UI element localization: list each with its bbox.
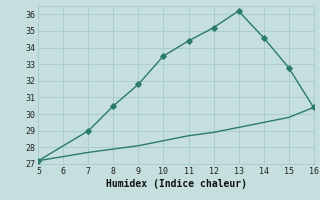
X-axis label: Humidex (Indice chaleur): Humidex (Indice chaleur) (106, 179, 246, 189)
